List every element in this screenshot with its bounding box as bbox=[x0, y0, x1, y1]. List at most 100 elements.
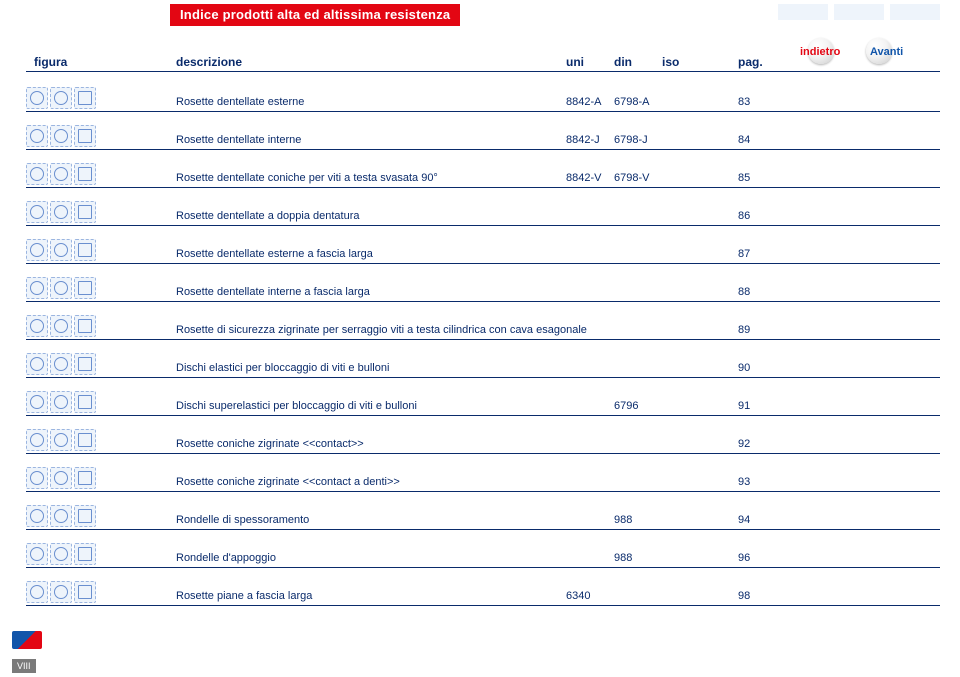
top-right-placeholder bbox=[778, 4, 940, 20]
washer-icon bbox=[74, 391, 96, 413]
page-number: VIII bbox=[12, 659, 36, 673]
cell-din: 988 bbox=[614, 552, 632, 564]
washer-icon bbox=[74, 543, 96, 565]
table-row[interactable]: Rosette coniche zigrinate <<contact>>92 bbox=[26, 416, 940, 454]
cell-description: Rosette dentellate esterne bbox=[176, 96, 304, 108]
washer-icon bbox=[26, 87, 48, 109]
figure-icons bbox=[26, 125, 96, 147]
washer-icon bbox=[50, 353, 72, 375]
cell-description: Rosette dentellate interne bbox=[176, 134, 301, 146]
col-header-din: din bbox=[614, 55, 632, 69]
cell-description: Rondelle di spessoramento bbox=[176, 514, 309, 526]
cell-din: 6796 bbox=[614, 400, 638, 412]
washer-icon bbox=[50, 543, 72, 565]
cell-uni: 8842-A bbox=[566, 96, 601, 108]
table-row[interactable]: Rosette coniche zigrinate <<contact a de… bbox=[26, 454, 940, 492]
cell-page: 84 bbox=[738, 134, 750, 146]
washer-icon bbox=[74, 429, 96, 451]
brand-logo-icon bbox=[12, 631, 42, 649]
cell-description: Rosette coniche zigrinate <<contact>> bbox=[176, 438, 364, 450]
figure-icons bbox=[26, 505, 96, 527]
washer-icon bbox=[74, 87, 96, 109]
washer-icon bbox=[74, 315, 96, 337]
table-row[interactable]: Dischi elastici per bloccaggio di viti e… bbox=[26, 340, 940, 378]
cell-description: Rosette dentellate esterne a fascia larg… bbox=[176, 248, 373, 260]
cell-page: 86 bbox=[738, 210, 750, 222]
figure-icons bbox=[26, 277, 96, 299]
figure-icons bbox=[26, 467, 96, 489]
cell-uni: 8842-J bbox=[566, 134, 600, 146]
table-row[interactable]: Dischi superelastici per bloccaggio di v… bbox=[26, 378, 940, 416]
table-row[interactable]: Rosette piane a fascia larga634098 bbox=[26, 568, 940, 606]
cell-description: Rosette coniche zigrinate <<contact a de… bbox=[176, 476, 400, 488]
washer-icon bbox=[74, 277, 96, 299]
washer-icon bbox=[26, 315, 48, 337]
washer-icon bbox=[74, 125, 96, 147]
table-row[interactable]: Rondelle d'appoggio 988 96 bbox=[26, 530, 940, 568]
table-header: figura descrizione uni din iso pag. bbox=[26, 52, 940, 72]
figure-icons bbox=[26, 87, 96, 109]
col-header-pag: pag. bbox=[738, 55, 763, 69]
cell-uni: 6340 bbox=[566, 590, 590, 602]
cell-description: Rosette di sicurezza zigrinate per serra… bbox=[176, 324, 587, 336]
placeholder-box bbox=[890, 4, 940, 20]
table-row[interactable]: Rosette dentellate esterne 8842-A 6798-A 83 bbox=[26, 74, 940, 112]
washer-icon bbox=[26, 125, 48, 147]
washer-icon bbox=[74, 505, 96, 527]
washer-icon bbox=[50, 87, 72, 109]
washer-icon bbox=[74, 353, 96, 375]
cell-din: 6798-J bbox=[614, 134, 648, 146]
col-header-figura: figura bbox=[34, 55, 67, 69]
washer-icon bbox=[50, 315, 72, 337]
washer-icon bbox=[26, 543, 48, 565]
washer-icon bbox=[74, 581, 96, 603]
table-row[interactable]: Rosette dentellate esterne a fascia larg… bbox=[26, 226, 940, 264]
cell-description: Rondelle d'appoggio bbox=[176, 552, 276, 564]
washer-icon bbox=[26, 353, 48, 375]
cell-page: 91 bbox=[738, 400, 750, 412]
cell-page: 93 bbox=[738, 476, 750, 488]
page-title: Indice prodotti alta ed altissima resist… bbox=[170, 4, 460, 26]
table-row[interactable]: Rosette di sicurezza zigrinate per serra… bbox=[26, 302, 940, 340]
table-row[interactable]: Rosette dentellate interne a fascia larg… bbox=[26, 264, 940, 302]
cell-page: 89 bbox=[738, 324, 750, 336]
washer-icon bbox=[50, 163, 72, 185]
cell-page: 85 bbox=[738, 172, 750, 184]
washer-icon bbox=[26, 429, 48, 451]
table-body: Rosette dentellate esterne 8842-A 6798-A 83… bbox=[26, 74, 940, 606]
cell-description: Dischi elastici per bloccaggio di viti e… bbox=[176, 362, 389, 374]
washer-icon bbox=[50, 239, 72, 261]
cell-page: 94 bbox=[738, 514, 750, 526]
washer-icon bbox=[26, 239, 48, 261]
washer-icon bbox=[74, 163, 96, 185]
table-row[interactable]: Rondelle di spessoramento 988 94 bbox=[26, 492, 940, 530]
cell-page: 87 bbox=[738, 248, 750, 260]
figure-icons bbox=[26, 201, 96, 223]
cell-description: Rosette dentellate a doppia dentatura bbox=[176, 210, 359, 222]
washer-icon bbox=[50, 505, 72, 527]
washer-icon bbox=[26, 163, 48, 185]
figure-icons bbox=[26, 581, 96, 603]
col-header-uni: uni bbox=[566, 55, 584, 69]
placeholder-box bbox=[778, 4, 828, 20]
cell-page: 88 bbox=[738, 286, 750, 298]
cell-page: 98 bbox=[738, 590, 750, 602]
cell-din: 988 bbox=[614, 514, 632, 526]
washer-icon bbox=[50, 201, 72, 223]
cell-page: 90 bbox=[738, 362, 750, 374]
cell-page: 96 bbox=[738, 552, 750, 564]
washer-icon bbox=[26, 201, 48, 223]
table-row[interactable]: Rosette dentellate interne 8842-J 6798-J 84 bbox=[26, 112, 940, 150]
cell-din: 6798-A bbox=[614, 96, 649, 108]
figure-icons bbox=[26, 239, 96, 261]
cell-page: 83 bbox=[738, 96, 750, 108]
figure-icons bbox=[26, 543, 96, 565]
cell-description: Dischi superelastici per bloccaggio di v… bbox=[176, 400, 417, 412]
cell-description: Rosette dentellate coniche per viti a te… bbox=[176, 172, 438, 184]
col-header-iso: iso bbox=[662, 55, 679, 69]
washer-icon bbox=[26, 277, 48, 299]
table-row[interactable]: Rosette dentellate coniche per viti a te… bbox=[26, 150, 940, 188]
table-row[interactable]: Rosette dentellate a doppia dentatura 86 bbox=[26, 188, 940, 226]
washer-icon bbox=[26, 505, 48, 527]
figure-icons bbox=[26, 163, 96, 185]
